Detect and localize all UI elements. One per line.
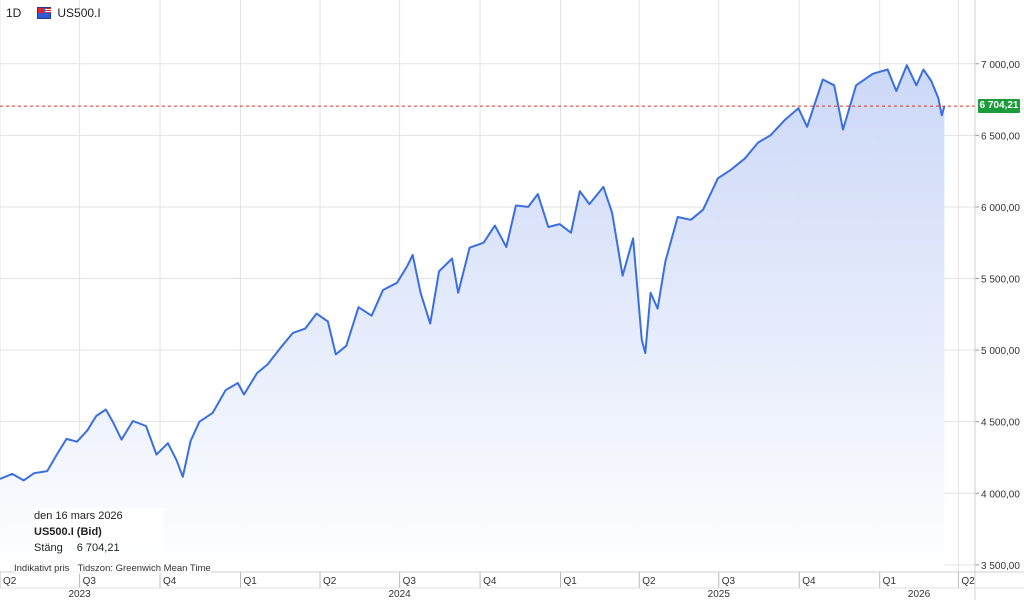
x-quarter-label: Q2 — [3, 576, 17, 587]
price-area-fill — [0, 65, 945, 572]
x-quarter-label: Q1 — [883, 576, 897, 587]
chart-toolbar: 1D US500.I — [6, 4, 101, 22]
timezone-note: Tidszon: Greenwich Mean Time — [77, 563, 211, 574]
x-year-label: 2026 — [908, 589, 931, 600]
us-flag-icon — [37, 7, 52, 19]
x-quarter-label: Q2 — [642, 576, 656, 587]
y-tick-label: 4 500,00 — [981, 418, 1020, 429]
x-year-label: 2025 — [708, 589, 731, 600]
indicative-price-note: Indikativt pris — [14, 563, 70, 574]
info-close-row: Stäng 6 704,21 — [34, 540, 164, 556]
y-axis: 3 500,00 4 000,00 4 500,00 5 000,00 5 500,00… — [974, 0, 1020, 600]
x-quarter-label: Q4 — [483, 576, 497, 587]
y-tick-label: 6 500,00 — [981, 131, 1020, 142]
last-price-badge: 6 704,21 — [978, 99, 1020, 114]
x-quarter-label: Q4 — [163, 576, 177, 587]
x-quarter-label: Q2 — [961, 576, 975, 587]
symbol-label[interactable]: US500.I — [57, 6, 101, 20]
x-quarter-label: Q1 — [243, 576, 257, 587]
x-quarter-label: Q3 — [722, 576, 736, 587]
interval-selector[interactable]: 1D — [6, 6, 22, 20]
y-tick-label: 4 000,00 — [981, 489, 1020, 500]
y-tick-label: 7 000,00 — [981, 60, 1020, 71]
info-instrument: US500.I (Bid) — [34, 526, 102, 538]
x-quarter-label: Q1 — [564, 576, 578, 587]
y-tick-label: 6 000,00 — [981, 203, 1020, 214]
info-close-value: 6 704,21 — [76, 542, 120, 554]
x-quarter-label: Q4 — [802, 576, 816, 587]
info-footer: Indikativt pris Tidszon: Greenwich Mean … — [14, 563, 211, 574]
info-panel: den 16 mars 2026 US500.I (Bid) Stäng 6 7… — [34, 508, 164, 556]
x-year-label: 2023 — [68, 589, 91, 600]
y-tick-label: 5 000,00 — [981, 346, 1020, 357]
x-quarter-label: Q3 — [403, 576, 417, 587]
x-axis: Q2 Q3 Q4 Q1 Q2 Q3 Q4 Q1 Q2 Q3 Q4 Q1 Q2 2023 2024 2025 20… — [0, 571, 1024, 600]
x-quarter-label: Q2 — [323, 576, 337, 587]
y-tick-label: 3 500,00 — [981, 561, 1020, 572]
x-quarter-label: Q3 — [83, 576, 97, 587]
y-tick-label: 5 500,00 — [981, 275, 1020, 286]
info-date: den 16 mars 2026 — [34, 510, 123, 522]
x-year-label: 2024 — [388, 589, 411, 600]
info-close-label: Stäng — [34, 542, 63, 554]
price-line — [0, 64, 946, 482]
